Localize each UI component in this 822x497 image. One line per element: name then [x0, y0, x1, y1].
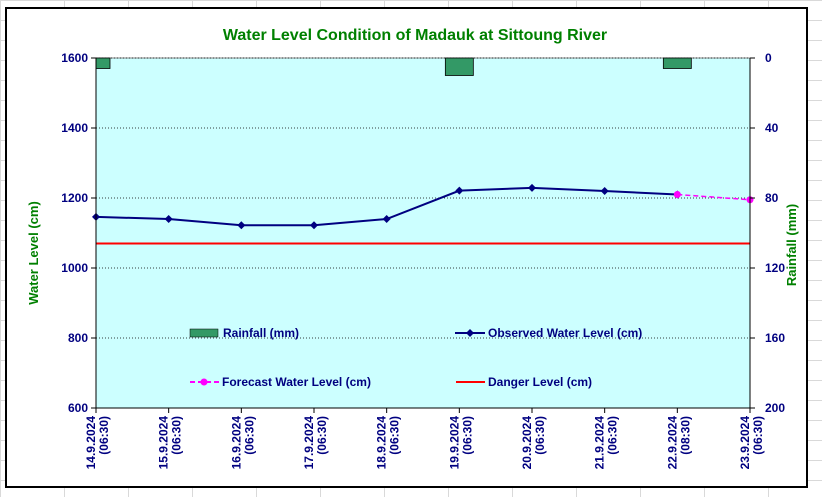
rainfall-bars — [95, 57, 692, 76]
y2-tick-label: 40 — [765, 121, 779, 135]
observed-series-layer — [92, 183, 682, 230]
chart-title: Water Level Condition of Madauk at Sitto… — [223, 27, 607, 44]
x-tick-time: (06:30) — [388, 416, 402, 455]
y-tick-label: 1600 — [61, 51, 88, 65]
x-tick-date: 20.9.2024 — [520, 416, 534, 470]
y2-tick-label: 160 — [765, 331, 785, 345]
x-tick-label: 21.9.2024 (06:30) — [593, 416, 620, 470]
x-tick-date: 14.9.2024 — [84, 416, 98, 470]
left-axis-ticks: 600 800 1000 1200 1400 1600 — [61, 51, 96, 415]
y2-tick-label: 200 — [765, 401, 785, 415]
legend-danger-label: Danger Level (cm) — [488, 375, 592, 389]
y-tick-label: 1000 — [61, 261, 88, 275]
legend-forecast-label: Forecast Water Level (cm) — [222, 375, 371, 389]
observed-point — [382, 215, 391, 223]
y2-tick-label: 0 — [765, 51, 772, 65]
plot-area — [95, 57, 751, 409]
observed-point — [600, 187, 609, 195]
x-tick-date: 15.9.2024 — [157, 416, 171, 470]
y-tick-label: 1400 — [61, 121, 88, 135]
x-tick-time: (06:30) — [170, 416, 184, 455]
water-level-chart: Water Level Condition of Madauk at Sitto… — [26, 27, 799, 469]
x-tick-label: 15.9.2024 (06:30) — [157, 416, 184, 470]
observed-point — [310, 221, 318, 230]
right-axis-ticks: 0 40 80 120 160 200 — [750, 51, 785, 415]
x-tick-date: 18.9.2024 — [375, 416, 389, 470]
observed-point — [164, 215, 173, 223]
x-tick-label: 22.9.2024 (08:30) — [665, 416, 692, 470]
y2-tick-label: 120 — [765, 261, 785, 275]
rainfall-bar — [662, 57, 692, 69]
x-tick-label: 18.9.2024 (06:30) — [375, 416, 402, 470]
forecast-line — [677, 193, 751, 201]
legend: Rainfall (mm) Observed Water Level (cm) … — [189, 326, 642, 389]
legend-forecast-marker — [200, 378, 208, 386]
x-tick-time: (06:30) — [751, 416, 765, 455]
x-tick-time: (06:30) — [533, 416, 547, 455]
x-tick-label: 17.9.2024 (06:30) — [302, 416, 329, 470]
x-tick-time: (06:30) — [242, 416, 256, 455]
x-tick-time: (06:30) — [606, 416, 620, 455]
y-tick-label: 800 — [68, 331, 88, 345]
x-tick-label: 20.9.2024 (06:30) — [520, 416, 547, 470]
y2-axis-label: Rainfall (mm) — [784, 204, 799, 286]
legend-rainfall-swatch — [189, 328, 219, 338]
x-tick-label: 19.9.2024 (06:30) — [447, 416, 474, 470]
y-tick-label: 1200 — [61, 191, 88, 205]
x-tick-date: 17.9.2024 — [302, 416, 316, 470]
x-tick-date: 23.9.2024 — [738, 416, 752, 470]
x-tick-time: (06:30) — [97, 416, 111, 455]
gridlines — [96, 57, 750, 339]
x-tick-date: 22.9.2024 — [665, 416, 679, 470]
rainfall-bar — [444, 57, 474, 76]
y-axis-label: Water Level (cm) — [26, 201, 41, 305]
x-tick-date: 19.9.2024 — [447, 416, 461, 470]
forecast-point — [673, 191, 681, 198]
observed-point — [528, 183, 536, 192]
y2-tick-label: 80 — [765, 191, 779, 205]
x-tick-date: 21.9.2024 — [593, 416, 607, 470]
x-tick-label: 16.9.2024 (06:30) — [229, 416, 256, 470]
rainfall-bar — [95, 57, 111, 69]
x-tick-time: (08:30) — [678, 416, 692, 455]
legend-observed-marker — [466, 329, 474, 337]
observed-point — [237, 221, 246, 230]
chart-frame: Water Level Condition of Madauk at Sitto… — [5, 7, 808, 488]
x-tick-label: 23.9.2024 (06:30) — [738, 416, 765, 470]
legend-observed-label: Observed Water Level (cm) — [488, 326, 642, 340]
x-tick-date: 16.9.2024 — [229, 416, 243, 470]
axes — [95, 58, 751, 409]
x-tick-time: (06:30) — [315, 416, 329, 455]
observed-point — [455, 186, 464, 195]
x-tick-time: (06:30) — [460, 416, 474, 455]
x-tick-label: 14.9.2024 (06:30) — [84, 416, 111, 470]
legend-rainfall-label: Rainfall (mm) — [223, 326, 299, 340]
y-tick-label: 600 — [68, 401, 88, 415]
x-axis-ticks: 14.9.2024 (06:30) 15.9.2024 (06:30) 16.9.202… — [84, 408, 765, 469]
